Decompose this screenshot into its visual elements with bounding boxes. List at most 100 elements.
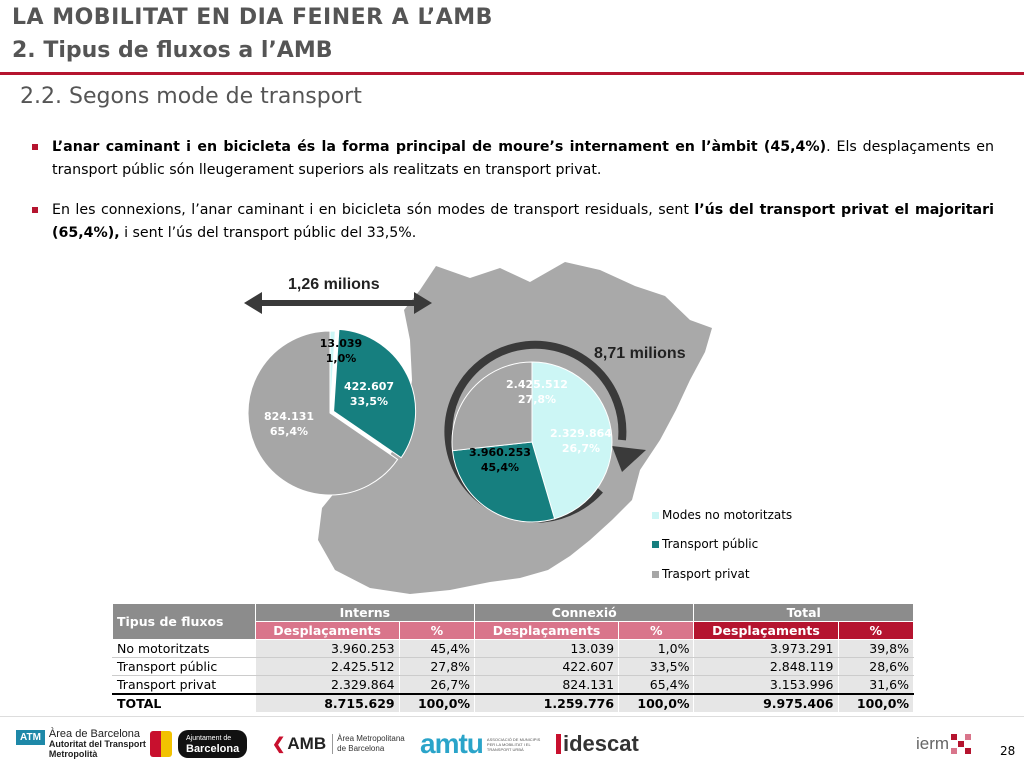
callout-interns: 8,71 milions: [594, 345, 686, 362]
amb-text-1: Àrea Metropolitana: [337, 734, 405, 743]
amb-arrow-icon: ❮: [272, 736, 286, 753]
bullet-2-post: i sent l’ús del transport públic del 33,…: [119, 225, 417, 241]
atm-text-2: Autoritat del Transport: [48, 739, 146, 749]
title-line-2: 2. Tipus de fluxos a l’AMB: [12, 38, 333, 63]
legend-item-public: Transport públic: [652, 537, 758, 551]
section-subtitle: 2.2. Segons mode de transport: [20, 84, 362, 109]
table-cell: 2.329.864: [254, 675, 400, 695]
table-cell: 824.131: [474, 675, 620, 695]
bullet-square-icon: [32, 144, 38, 150]
barcelona-big: Barcelona: [186, 743, 240, 755]
pie-data-label: 45,4%: [481, 461, 519, 474]
table-cell: 31,6%: [837, 675, 914, 695]
title-line-1: LA MOBILITAT EN DIA FEINER A L’AMB: [12, 5, 493, 30]
amb-text: AMB: [287, 734, 327, 753]
table-corner-header: Tipus de fluxos: [112, 603, 256, 640]
legend-item-no-motor: Modes no motoritzats: [652, 508, 792, 522]
table-row: Transport públic 2.425.512 27,8% 422.607…: [112, 657, 914, 676]
idescat-logo: idescat: [556, 726, 639, 762]
col-header-desp: Desplaçaments: [693, 621, 839, 640]
barcelona-small: Ajuntament de: [186, 735, 232, 742]
double-arrow-icon: [244, 292, 432, 314]
total-cell: 100,0%: [618, 693, 695, 713]
barcelona-shield-icon: [150, 731, 172, 757]
pie-slice: [451, 361, 533, 452]
pie-data-label: 422.607: [344, 380, 394, 393]
pie-data-label: 1,0%: [326, 352, 357, 365]
idescat-mark-icon: [556, 734, 561, 754]
legend-swatch-no-motor: [652, 512, 659, 519]
atm-logo: ATM Àrea de Barcelona Autoritat del Tran…: [16, 726, 146, 762]
amtu-desc: ASSOCIACIÓ DE MUNICIPIS PER LA MOBILITAT…: [486, 736, 541, 752]
col-header-desp: Desplaçaments: [254, 621, 400, 640]
table-cell: 1,0%: [618, 639, 695, 658]
table-cell: 2.425.512: [254, 657, 400, 676]
header-rule: [0, 72, 1024, 75]
total-cell: 100,0%: [398, 693, 476, 713]
atm-text-3: Metropolità: [48, 749, 98, 759]
pie-slice: [531, 361, 613, 520]
table-row: Transport privat 2.329.864 26,7% 824.131…: [112, 675, 914, 695]
idescat-text: idescat: [563, 731, 639, 756]
group-header-connexio: Connexió: [474, 603, 695, 622]
row-label: No motoritzats: [112, 639, 256, 658]
table-cell: 26,7%: [398, 675, 476, 695]
pie-data-label: 33,5%: [350, 395, 388, 408]
pie-data-label: 26,7%: [562, 442, 600, 455]
barcelona-logo: Ajuntament de Barcelona: [150, 726, 248, 762]
table-row: No motoritzats 3.960.253 45,4% 13.039 1,…: [112, 639, 914, 658]
table-cell: 27,8%: [398, 657, 476, 676]
pie-slice: [333, 328, 417, 459]
col-header-pct: %: [837, 621, 914, 640]
bullet-2-pre: En les connexions, l’anar caminant i en …: [52, 202, 695, 218]
page-number: 28: [1000, 744, 1016, 758]
pie-slice: [451, 441, 556, 523]
pie-connexio: 13.039 1,0% 422.607 33,5% 824.131 65,4%: [247, 328, 417, 496]
bullet-1: L’anar caminant i en bicicleta és la for…: [32, 136, 994, 182]
table-cell: 33,5%: [618, 657, 695, 676]
legend-label: Transport públic: [662, 537, 759, 551]
bullet-2: En les connexions, l’anar caminant i en …: [32, 199, 994, 245]
pie-data-label: 27,8%: [518, 393, 556, 406]
table-cell: 65,4%: [618, 675, 695, 695]
ierm-grid-icon: [951, 734, 972, 754]
table-total-row: TOTAL 8.715.629 100,0% 1.259.776 100,0% …: [112, 693, 914, 713]
legend-swatch-privat: [652, 571, 659, 578]
col-header-pct: %: [618, 621, 695, 640]
legend-label: Modes no motoritzats: [662, 508, 793, 522]
pie-data-label: 13.039: [320, 337, 362, 350]
col-header-desp: Desplaçaments: [474, 621, 620, 640]
bullet-1-bold: L’anar caminant i en bicicleta és la for…: [52, 139, 827, 155]
amtu-text: amtu: [420, 728, 484, 759]
total-cell: 9.975.406: [693, 693, 839, 713]
pie-data-label: 824.131: [264, 410, 314, 423]
pie-data-label: 2.425.512: [506, 378, 568, 391]
col-header-pct: %: [398, 621, 476, 640]
pie-data-label: 65,4%: [270, 425, 308, 438]
total-cell: 100,0%: [837, 693, 914, 713]
legend-label: Trasport privat: [662, 567, 750, 581]
atm-badge: ATM: [16, 730, 45, 745]
callout-connexio: 1,26 milions: [288, 276, 380, 293]
row-label: Transport públic: [112, 657, 256, 676]
row-label: Transport privat: [112, 675, 256, 695]
total-label: TOTAL: [112, 693, 256, 713]
legend-item-privat: Trasport privat: [652, 567, 750, 581]
table-cell: 28,6%: [837, 657, 914, 676]
amtu-logo: amtu ASSOCIACIÓ DE MUNICIPIS PER LA MOBI…: [420, 726, 547, 762]
group-header-interns: Interns: [254, 603, 476, 622]
legend-swatch-public: [652, 541, 659, 548]
pie-data-label: 2.329.864: [550, 427, 612, 440]
bullet-1-rest: . Els desplaçaments en transport públic …: [52, 139, 994, 178]
table-cell: 39,8%: [837, 639, 914, 658]
bullet-square-icon: [32, 207, 38, 213]
table-cell: 422.607: [474, 657, 620, 676]
atm-text-1: Àrea de Barcelona: [48, 728, 141, 740]
pie-data-label: 3.960.253: [469, 446, 531, 459]
flux-table: Tipus de fluxos Interns Connexió Total D…: [112, 603, 914, 713]
group-header-total: Total: [693, 603, 914, 622]
total-cell: 8.715.629: [254, 693, 400, 713]
amb-text-2: de Barcelona: [337, 744, 385, 753]
pie-interns: 3.960.253 45,4% 2.425.512 27,8% 2.329.864 26,…: [451, 361, 613, 523]
